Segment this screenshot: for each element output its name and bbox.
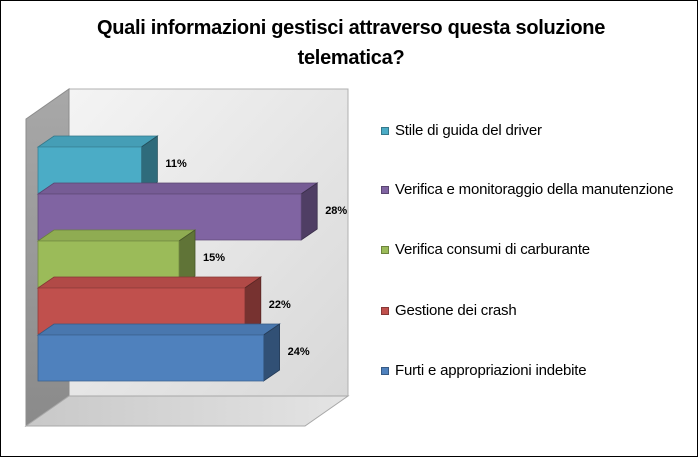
legend-label: Gestione dei crash (395, 302, 517, 319)
bar-2 (36, 182, 319, 241)
floor (24, 395, 350, 427)
bar-top-face (36, 229, 197, 242)
bar-4 (36, 276, 263, 335)
legend-swatch (381, 246, 389, 254)
data-label: 28% (325, 205, 347, 217)
legend-label: Verifica e monitoraggio della manutenzio… (395, 181, 674, 198)
legend-swatch (381, 186, 389, 194)
bar-3 (36, 229, 197, 288)
legend-label: Stile di guida del driver (395, 122, 542, 139)
chart-title: Quali informazioni gestisci attraverso q… (96, 17, 606, 69)
data-label: 22% (269, 299, 291, 311)
legend-swatch (381, 367, 389, 375)
bars-layer (36, 135, 319, 382)
bar-top-face (36, 182, 319, 195)
data-labels-layer: 11% 28% 15% 22% 24% (165, 158, 347, 358)
bar-top-face (36, 323, 281, 336)
bar-5 (36, 323, 281, 382)
bar-front-face (37, 334, 265, 382)
bar-top-face (36, 135, 159, 148)
legend-swatch (381, 307, 389, 315)
legend-label: Verifica consumi di carburante (395, 241, 590, 258)
legend-label: Furti e appropriazioni indebite (395, 362, 587, 379)
legend-swatch (381, 127, 389, 135)
bar-1 (36, 135, 159, 194)
data-label: 11% (165, 158, 187, 170)
bar-front-face (37, 193, 302, 241)
bar-top-face (36, 276, 263, 289)
data-label: 24% (288, 346, 310, 358)
data-label: 15% (203, 252, 225, 264)
